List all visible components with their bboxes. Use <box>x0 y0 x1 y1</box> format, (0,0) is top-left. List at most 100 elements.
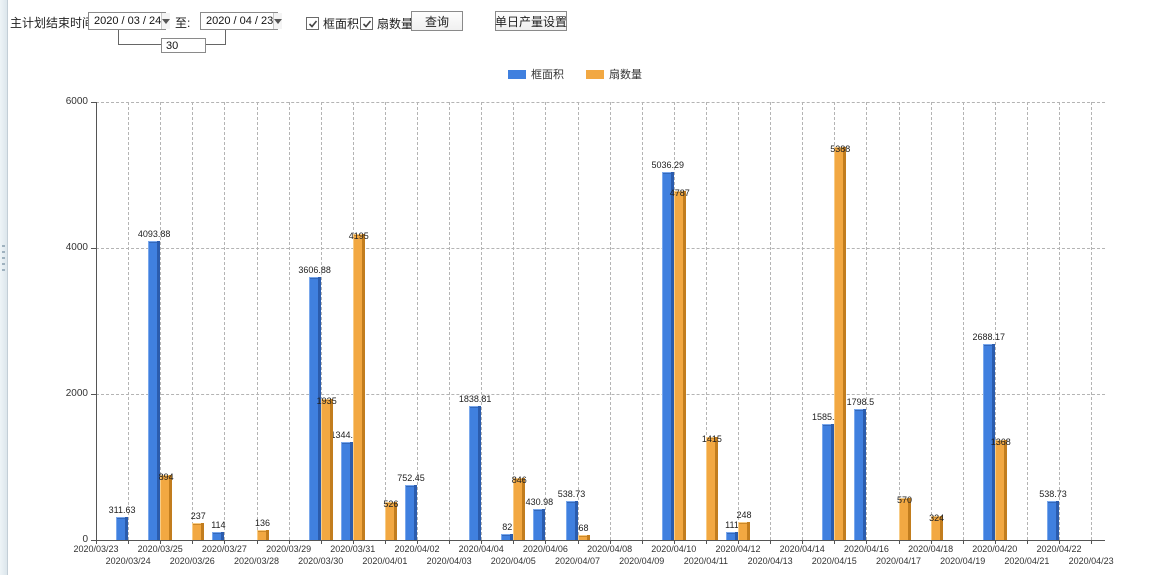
x-axis-tick <box>417 540 418 544</box>
x-axis-tick <box>962 540 964 544</box>
query-button[interactable]: 查询 <box>411 11 463 31</box>
end-date-dropdown-button[interactable] <box>273 13 283 29</box>
x-axis-date-label: 2020/04/07 <box>554 556 601 566</box>
bar-fan-count <box>738 522 750 540</box>
vertical-gridline <box>898 102 900 540</box>
bar-frame-area <box>469 406 482 540</box>
end-date-value: 2020 / 04 / 23 <box>206 15 274 27</box>
x-axis-date-label: 2020/03/30 <box>298 556 344 566</box>
daily-output-settings-button[interactable]: 单日产量设置 <box>495 11 567 31</box>
bar-value-label: 526 <box>383 499 399 509</box>
bar-frame-area <box>501 534 514 540</box>
bar-frame-area <box>148 241 161 540</box>
x-axis-date-label: 2020/04/16 <box>843 544 889 554</box>
bar-fan-count <box>994 440 1007 540</box>
x-axis-tick <box>770 540 772 544</box>
bar-fan-count <box>320 399 333 540</box>
x-axis-tick <box>705 540 707 544</box>
date-range-bracket-left <box>118 30 161 45</box>
start-date-dropdown-button[interactable] <box>161 13 171 29</box>
bar-value-label: 111 <box>725 520 739 530</box>
bar-value-label: 894 <box>158 472 174 482</box>
bar-fan-count <box>352 234 365 540</box>
plan-end-time-label: 主计划结束时间: <box>10 16 98 30</box>
vertical-gridline <box>256 102 258 540</box>
start-date-combobox[interactable]: 2020 / 03 / 24 <box>88 12 171 30</box>
legend-label: 框面积 <box>531 69 564 81</box>
x-axis-date-label: 2020/04/09 <box>619 556 665 566</box>
fan-count-checkbox-row[interactable]: 扇数量 <box>360 15 413 32</box>
bar-frame-area <box>308 277 321 540</box>
vertical-gridline <box>384 102 386 540</box>
vertical-gridline <box>802 102 804 540</box>
bar-value-label: 248 <box>736 510 752 520</box>
frame-area-checkbox-row[interactable]: 框面积 <box>306 15 359 32</box>
bar-value-label: 324 <box>929 513 945 523</box>
x-axis-tick <box>192 540 194 544</box>
bar-frame-area <box>726 532 738 540</box>
vertical-gridline <box>641 102 643 540</box>
bar-fan-count <box>930 516 943 540</box>
vertical-gridline <box>481 102 483 540</box>
bar-value-label: 752.45 <box>397 473 425 483</box>
x-axis-line <box>96 540 1106 541</box>
checkmark-icon <box>308 19 317 28</box>
x-axis-date-label: 2020/03/23 <box>73 544 119 554</box>
vertical-gridline <box>705 102 707 540</box>
bar-frame-area <box>982 344 995 540</box>
left-splitter[interactable] <box>0 0 8 575</box>
x-axis-date-label: 2020/04/22 <box>1036 544 1082 554</box>
bar-value-label: 4195 <box>348 231 369 241</box>
y-axis-line <box>96 102 97 540</box>
bar-value-label: 1838.81 <box>458 394 492 404</box>
end-date-combobox[interactable]: 2020 / 04 / 23 <box>200 12 283 30</box>
vertical-gridline <box>417 102 418 540</box>
bar-value-label: 1344.95 <box>330 430 364 440</box>
bar-frame-area <box>405 485 417 540</box>
x-axis-date-label: 2020/03/25 <box>137 544 183 554</box>
bar-frame-area <box>854 409 867 540</box>
vertical-gridline <box>192 102 194 540</box>
x-axis-tick <box>1026 540 1028 544</box>
x-axis-date-label: 2020/04/06 <box>522 544 568 554</box>
bar-fan-count <box>705 437 718 540</box>
bar-value-label: 4093.88 <box>137 229 171 239</box>
chevron-down-icon <box>274 18 283 24</box>
splitter-handle-icon <box>2 245 5 271</box>
bar-value-label: 5388 <box>830 144 851 154</box>
x-axis-tick <box>898 540 900 544</box>
x-axis-date-label: 2020/04/21 <box>1004 556 1050 566</box>
x-axis-tick <box>673 540 675 544</box>
vertical-gridline <box>545 102 547 540</box>
bar-value-label: 68 <box>578 523 589 533</box>
x-axis-date-label: 2020/03/29 <box>266 544 312 554</box>
bar-frame-area <box>212 532 225 540</box>
x-axis-tick <box>384 540 386 544</box>
bar-fan-count <box>384 502 397 540</box>
vertical-gridline <box>288 102 290 540</box>
bar-value-label: 5036.29 <box>651 160 685 170</box>
bar-fan-count <box>513 478 526 540</box>
days-count-input[interactable]: 30 <box>161 38 206 53</box>
vertical-gridline <box>128 102 130 540</box>
y-axis-tick <box>91 248 96 249</box>
x-axis-tick <box>802 540 804 544</box>
legend-item-frame-area: 框面积 <box>508 66 564 82</box>
frame-area-checkbox[interactable] <box>306 17 319 30</box>
bar-value-label: 1415 <box>701 434 722 444</box>
bar-frame-area <box>533 509 546 540</box>
vertical-gridline <box>320 102 322 540</box>
legend-item-fan-count: 扇数量 <box>586 66 642 82</box>
bar-fan-count <box>192 523 205 540</box>
x-axis-tick <box>256 540 258 544</box>
x-axis-date-label: 2020/04/10 <box>651 544 697 554</box>
x-axis-tick <box>866 540 868 544</box>
vertical-gridline <box>962 102 964 540</box>
x-axis-tick <box>481 540 483 544</box>
x-axis-date-label: 2020/04/12 <box>715 544 761 554</box>
bar-value-label: 1585.96 <box>812 412 845 422</box>
y-axis-tick <box>91 540 96 541</box>
x-axis-date-label: 2020/04/02 <box>394 544 440 554</box>
fan-count-checkbox[interactable] <box>360 17 373 30</box>
frame-area-checkbox-label: 框面积 <box>323 17 360 31</box>
